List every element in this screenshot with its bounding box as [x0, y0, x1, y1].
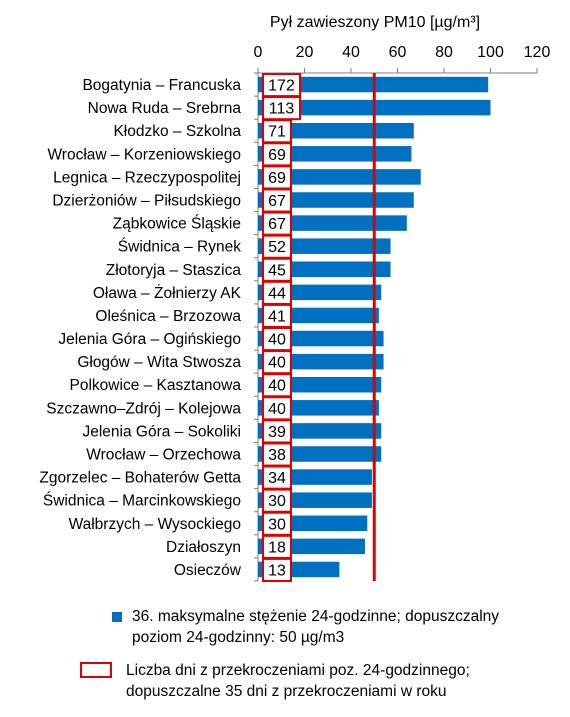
exceedance-value: 39	[268, 424, 286, 441]
x-tick-label: 20	[296, 44, 314, 61]
exceedance-box	[262, 511, 292, 536]
exceedance-value: 30	[268, 516, 286, 533]
legend-swatch-box	[80, 662, 112, 678]
pm10-bar-chart: Pył zawieszony PM10 [µg/m³] 0 20 40 60 80 100…	[39, 14, 551, 583]
legend-label-line: Liczba dni z przekroczeniami poz. 24-god…	[126, 662, 470, 679]
exceedance-value: 40	[268, 401, 286, 418]
category-label: Zgorzelec – Bohaterów Getta	[39, 470, 241, 487]
exceedance-boxes: 172 113 71 69 69 67 67 52 45 44 41 40 40 40 40 39 38 34 30…	[262, 73, 301, 583]
bar	[258, 169, 421, 185]
category-label: Bogatynia – Francuska	[82, 77, 241, 94]
exceedance-value: 172	[268, 78, 295, 95]
category-label: Wrocław – Orzechowa	[86, 447, 241, 464]
exceedance-box	[262, 119, 292, 144]
category-label: Złotoryja – Staszica	[106, 262, 242, 279]
exceedance-value: 40	[268, 378, 286, 395]
exceedance-value: 30	[268, 493, 286, 510]
category-label: Świdnica – Rynek	[118, 238, 241, 256]
bar	[258, 215, 407, 231]
exceedance-value: 18	[268, 539, 286, 556]
legend-label-series: 36. maksymalne stężenie 24-godzinne; dop…	[132, 606, 499, 648]
x-tick-label: 40	[342, 44, 360, 61]
exceedance-box	[262, 165, 292, 190]
exceedance-box	[262, 73, 301, 98]
exceedance-value: 113	[269, 101, 295, 118]
legend-swatch-bar	[112, 612, 122, 622]
exceedance-box	[262, 488, 292, 513]
legend-label-line: 36. maksymalne stężenie 24-godzinne; dop…	[132, 608, 500, 625]
chart-title: Pył zawieszony PM10 [µg/m³]	[270, 14, 480, 31]
exceedance-value: 45	[268, 262, 286, 279]
exceedance-value: 44	[268, 285, 286, 302]
legend-label-line: dopuszczalne 35 dni z przekroczeniami w …	[126, 683, 447, 700]
x-tick-label: 60	[389, 44, 407, 61]
category-label: Dzierżoniów – Piłsudskiego	[52, 193, 241, 210]
category-label: Nowa Ruda – Srebrna	[88, 100, 242, 117]
exceedance-box	[262, 557, 292, 583]
legend-item-series: 36. maksymalne stężenie 24-godzinne; dop…	[112, 606, 499, 648]
x-axis-ticks: 0 20 40 60 80 100 120	[254, 44, 551, 61]
legend-label-exceedance: Liczba dni z przekroczeniami poz. 24-god…	[126, 660, 470, 702]
exceedance-value: 67	[268, 193, 286, 210]
exceedance-value: 38	[268, 447, 286, 464]
exceedance-box	[262, 534, 292, 559]
legend-label-line: poziom 24-godzinny: 50 µg/m3	[132, 629, 345, 646]
category-label: Wałbrzych – Wysockiego	[69, 516, 241, 533]
category-labels: Bogatynia – Francuska Nowa Ruda – Srebrna…	[39, 77, 241, 579]
category-label: Kłodzko – Szkolna	[113, 123, 241, 140]
category-label: Wrocław – Korzeniowskiego	[47, 146, 241, 163]
exceedance-value: 13	[268, 562, 286, 579]
category-label: Ząbkowice Śląskie	[113, 215, 241, 233]
category-label: Oleśnica – Brzozowa	[95, 308, 241, 325]
category-label: Oława – Żołnierzy AK	[93, 284, 242, 302]
category-label: Głogów – Wita Stwosza	[77, 354, 241, 371]
exceedance-value: 52	[268, 239, 286, 256]
category-label: Legnica – Rzeczypospolitej	[53, 169, 241, 186]
category-label: Szczawno–Zdrój – Kolejowa	[46, 400, 241, 417]
exceedance-box	[262, 211, 292, 236]
exceedance-value: 34	[268, 470, 286, 487]
exceedance-box	[262, 188, 292, 213]
x-tick-label: 0	[254, 44, 263, 61]
exceedance-value: 71	[268, 124, 286, 141]
exceedance-value: 67	[268, 216, 286, 233]
exceedance-value: 69	[268, 170, 286, 187]
x-tick-label: 80	[435, 44, 453, 61]
exceedance-value: 40	[268, 332, 286, 349]
exceedance-value: 40	[268, 355, 286, 372]
x-tick-label: 100	[477, 44, 504, 61]
category-label: Działoszyn	[166, 539, 241, 556]
exceedance-value: 41	[268, 308, 286, 325]
category-label: Polkowice – Kasztanowa	[70, 377, 242, 394]
exceedance-box	[262, 142, 292, 167]
category-label: Jelenia Góra – Sokoliki	[82, 423, 241, 440]
category-label: Osieczów	[174, 562, 242, 579]
category-label: Świdnica – Marcinkowskiego	[43, 492, 241, 510]
legend-item-exceedance: Liczba dni z przekroczeniami poz. 24-god…	[80, 660, 470, 702]
x-tick-label: 120	[524, 44, 551, 61]
category-label: Jelenia Góra – Ogińskiego	[58, 331, 241, 348]
exceedance-value: 69	[268, 147, 286, 164]
